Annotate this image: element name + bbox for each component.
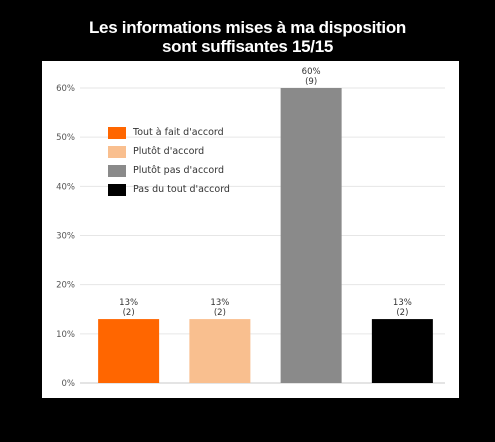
chart-title-line-1: Les informations mises à ma disposition xyxy=(88,18,407,37)
bar xyxy=(98,319,160,383)
bar xyxy=(371,319,433,383)
legend-item: Pas du tout d'accord xyxy=(108,183,230,196)
y-tick-label: 40% xyxy=(56,182,75,192)
legend-item: Plutôt d'accord xyxy=(108,145,230,158)
y-tick-label: 10% xyxy=(56,330,75,340)
legend-label: Plutôt pas d'accord xyxy=(133,165,224,176)
legend-label: Plutôt d'accord xyxy=(133,146,205,157)
legend-swatch xyxy=(108,183,126,196)
bar-count-label: (2) xyxy=(123,308,135,318)
legend-swatch xyxy=(108,164,126,177)
bar-value-label: 60% xyxy=(302,67,321,77)
chart-title-line-2: sont suffisantes 15/15 xyxy=(161,37,334,56)
bar xyxy=(189,319,251,383)
legend-label: Tout à fait d'accord xyxy=(133,127,224,138)
legend-swatch xyxy=(108,126,126,139)
bar-count-label: (2) xyxy=(396,308,408,318)
bar-value-label: 13% xyxy=(210,298,229,308)
y-tick-label: 60% xyxy=(56,84,75,94)
y-tick-label: 20% xyxy=(56,281,75,291)
chart-legend: Tout à fait d'accord Plutôt d'accord Plutô… xyxy=(108,126,230,202)
y-tick-label: 0% xyxy=(62,379,76,389)
bar-count-label: (9) xyxy=(305,77,317,87)
chart-title: Les informations mises à ma disposition … xyxy=(0,18,495,56)
bar-count-label: (2) xyxy=(214,308,226,318)
legend-label: Pas du tout d'accord xyxy=(133,184,230,195)
bar-value-label: 13% xyxy=(119,298,138,308)
y-tick-label: 50% xyxy=(56,133,75,143)
legend-item: Plutôt pas d'accord xyxy=(108,164,230,177)
legend-swatch xyxy=(108,145,126,158)
y-tick-label: 30% xyxy=(56,232,75,242)
bar xyxy=(280,88,342,383)
bar-value-label: 13% xyxy=(393,298,412,308)
legend-item: Tout à fait d'accord xyxy=(108,126,230,139)
